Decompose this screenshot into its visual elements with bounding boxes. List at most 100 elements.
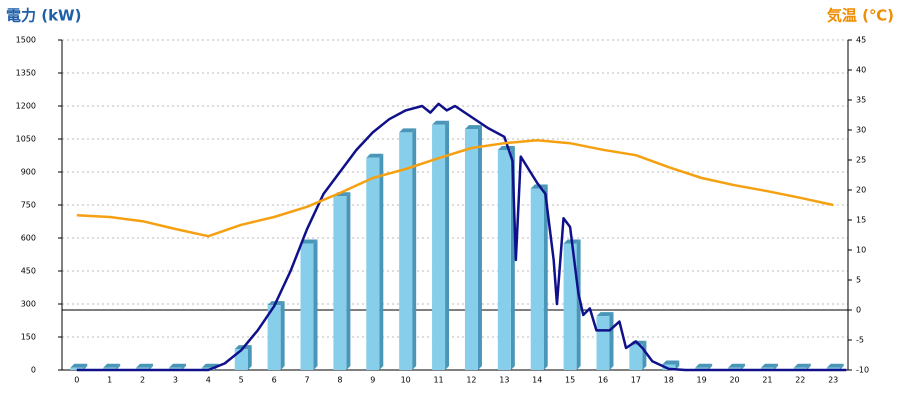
- bar-top: [70, 363, 88, 368]
- bar: [333, 196, 347, 370]
- bar-side: [83, 363, 88, 370]
- bar: [629, 344, 643, 370]
- power-line: [76, 102, 847, 372]
- x-tick-label: 22: [795, 376, 805, 385]
- bar-top: [300, 239, 318, 244]
- bar: [399, 132, 413, 370]
- y2-tick-label: -10: [856, 366, 869, 375]
- x-tick-label: 8: [337, 376, 342, 385]
- y-tick-label: 750: [21, 201, 36, 210]
- bar-side: [773, 363, 778, 370]
- x-tick-label: 6: [272, 376, 277, 385]
- y2-tick-label: 35: [856, 96, 866, 105]
- bar-side: [806, 363, 811, 370]
- bar: [234, 349, 248, 370]
- x-tick-label: 7: [304, 376, 309, 385]
- bar-side: [116, 363, 121, 370]
- bar-top: [596, 312, 614, 317]
- bar-top: [793, 363, 811, 368]
- y-tick-label: 1500: [16, 36, 36, 45]
- y2-tick-label: 25: [856, 156, 866, 165]
- bar-side: [379, 153, 384, 370]
- x-tick-label: 1: [107, 376, 112, 385]
- bar-top: [497, 146, 515, 150]
- bar: [464, 129, 478, 370]
- x-tick-label: 4: [206, 376, 211, 385]
- bar-side: [477, 125, 482, 370]
- y2-tick-label: 45: [856, 36, 866, 45]
- bar-top: [168, 363, 186, 368]
- y2-title: 気温 (℃): [827, 7, 894, 25]
- bar: [662, 364, 676, 370]
- x-tick-label: 10: [401, 376, 411, 385]
- y2-tick-label: 15: [856, 216, 866, 225]
- bar-side: [313, 239, 318, 370]
- bar: [497, 150, 511, 370]
- y2-tick-label: 20: [856, 186, 866, 195]
- bar-side: [280, 301, 285, 370]
- bar-side: [609, 312, 614, 370]
- bar: [596, 316, 610, 370]
- y2-tick-label: -5: [856, 336, 864, 345]
- bar-top: [826, 363, 844, 368]
- y-tick-label: 1350: [16, 69, 36, 78]
- bar-top: [432, 120, 450, 125]
- y-tick-label: 900: [21, 168, 36, 177]
- x-tick-label: 9: [370, 376, 375, 385]
- y-tick-label: 600: [21, 234, 36, 243]
- bar-side: [839, 363, 844, 370]
- x-tick-label: 13: [499, 376, 509, 385]
- bar-side: [708, 363, 713, 370]
- x-tick-label: 0: [74, 376, 79, 385]
- y2-tick-label: 5: [856, 276, 861, 285]
- bar-top: [103, 363, 121, 368]
- bar-top: [662, 360, 680, 365]
- y2-tick-label: 0: [856, 306, 861, 315]
- bar-side: [642, 340, 647, 370]
- bar-side: [543, 184, 548, 370]
- x-tick-label: 21: [762, 376, 772, 385]
- bar: [300, 243, 314, 370]
- bar-side: [675, 360, 680, 370]
- y-tick-label: 150: [21, 333, 36, 342]
- x-tick-label: 19: [697, 376, 707, 385]
- x-tick-label: 2: [140, 376, 145, 385]
- bar-side: [412, 128, 417, 370]
- x-tick-label: 11: [433, 376, 443, 385]
- x-tick-label: 14: [532, 376, 542, 385]
- y-tick-label: 300: [21, 300, 36, 309]
- y2-tick-label: 30: [856, 126, 866, 135]
- bar: [366, 157, 380, 370]
- bar-side: [741, 363, 746, 370]
- x-tick-label: 12: [466, 376, 476, 385]
- x-tick-label: 20: [729, 376, 739, 385]
- bar: [432, 124, 446, 370]
- bar: [530, 188, 544, 370]
- bar: [267, 305, 281, 370]
- x-tick-label: 5: [239, 376, 244, 385]
- x-tick-label: 17: [631, 376, 641, 385]
- bar-top: [366, 153, 384, 158]
- bar-side: [346, 192, 351, 370]
- x-tick-label: 16: [598, 376, 608, 385]
- x-tick-label: 18: [664, 376, 674, 385]
- y2-tick-label: 10: [856, 246, 866, 255]
- bar-side: [445, 120, 450, 370]
- bar-side: [181, 363, 186, 370]
- bar-top: [728, 363, 746, 368]
- y-tick-label: 0: [31, 366, 36, 375]
- bar-top: [464, 125, 482, 130]
- bar-side: [247, 345, 252, 370]
- chart-title: 電力 (kW): [6, 7, 81, 25]
- y-tick-label: 450: [21, 267, 36, 276]
- bar: [563, 243, 577, 370]
- bar-side: [576, 239, 581, 370]
- bar-top: [760, 363, 778, 368]
- y-tick-label: 1050: [16, 135, 36, 144]
- y-tick-label: 1200: [16, 102, 36, 111]
- y2-tick-label: 40: [856, 66, 866, 75]
- bar-side: [149, 363, 154, 370]
- bar-top: [136, 363, 154, 368]
- bar-top: [695, 363, 713, 368]
